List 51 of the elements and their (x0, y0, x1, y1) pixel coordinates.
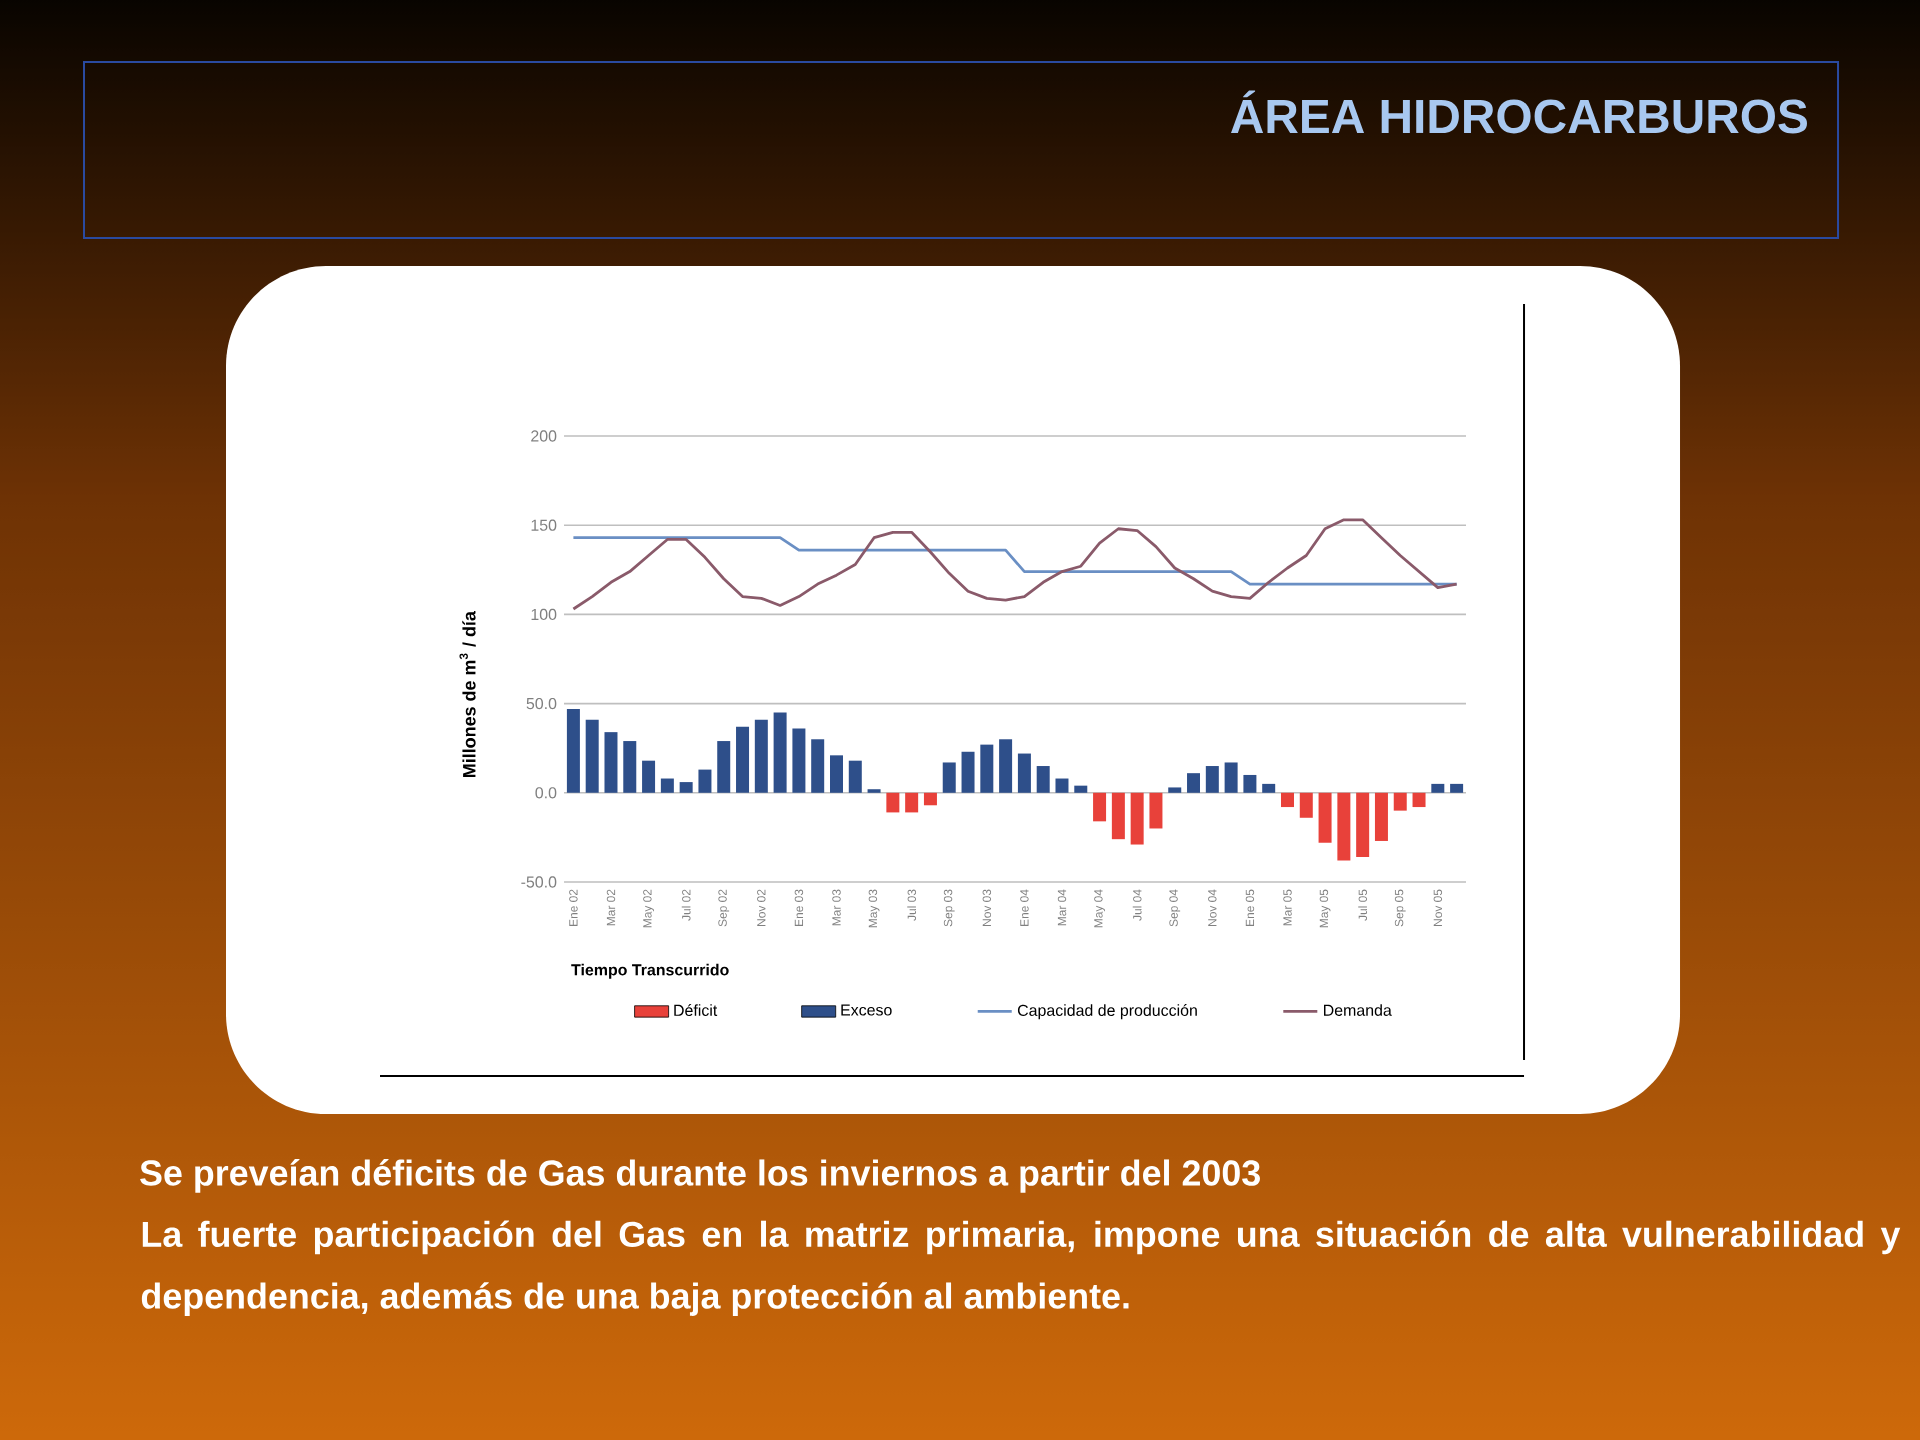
bar (698, 769, 712, 793)
bar (1450, 783, 1464, 793)
bar (1093, 792, 1107, 822)
text: Se preveían déficits de Gas durante los inviernos a partir del 2003 (140, 1159, 1260, 1193)
chart-title: ÁREA HIDROCARBUROS (1230, 90, 1807, 134)
bar (1205, 766, 1219, 793)
bar (999, 739, 1013, 793)
bar (1318, 792, 1332, 843)
bar (679, 782, 693, 793)
bar (942, 762, 956, 793)
bar (792, 728, 806, 793)
bar (1224, 762, 1238, 793)
bar (811, 739, 825, 793)
bar (923, 792, 937, 806)
bar (1036, 766, 1050, 793)
bar (660, 778, 674, 793)
bar (1412, 792, 1426, 808)
bar (717, 741, 731, 793)
bar (1149, 792, 1163, 829)
bar (1337, 792, 1351, 861)
bar (961, 751, 975, 793)
bar (1168, 787, 1182, 793)
bar (1017, 753, 1031, 793)
bar (1243, 774, 1257, 793)
bar (848, 760, 862, 793)
bar (1431, 783, 1445, 793)
bar (829, 755, 843, 793)
bar (1187, 773, 1201, 793)
bar (623, 741, 637, 793)
text: La fuerte participación del Gas en la matriz primaria, impone una situación de alta vulnerabilidad y dependencia, además de una baja protección al ambiente. (141, 1220, 1901, 1316)
bar (1299, 792, 1313, 818)
y-axis-title: Millones de m$^{3}$ / día (459, 611, 476, 778)
bar (1374, 792, 1388, 841)
bar (604, 732, 618, 793)
bar (585, 719, 599, 793)
bar (886, 792, 900, 813)
bar (1130, 792, 1144, 845)
bar (1111, 792, 1125, 840)
bar (773, 712, 787, 793)
bar (1393, 792, 1407, 811)
bar (980, 744, 994, 793)
bar (1262, 783, 1276, 793)
bar (754, 719, 768, 793)
bar (736, 726, 750, 793)
bar (1074, 785, 1088, 793)
bar (566, 708, 580, 793)
bar (1055, 778, 1069, 793)
bar (1356, 792, 1370, 858)
bar (1280, 792, 1294, 808)
bar (905, 792, 919, 813)
bar (642, 760, 656, 793)
